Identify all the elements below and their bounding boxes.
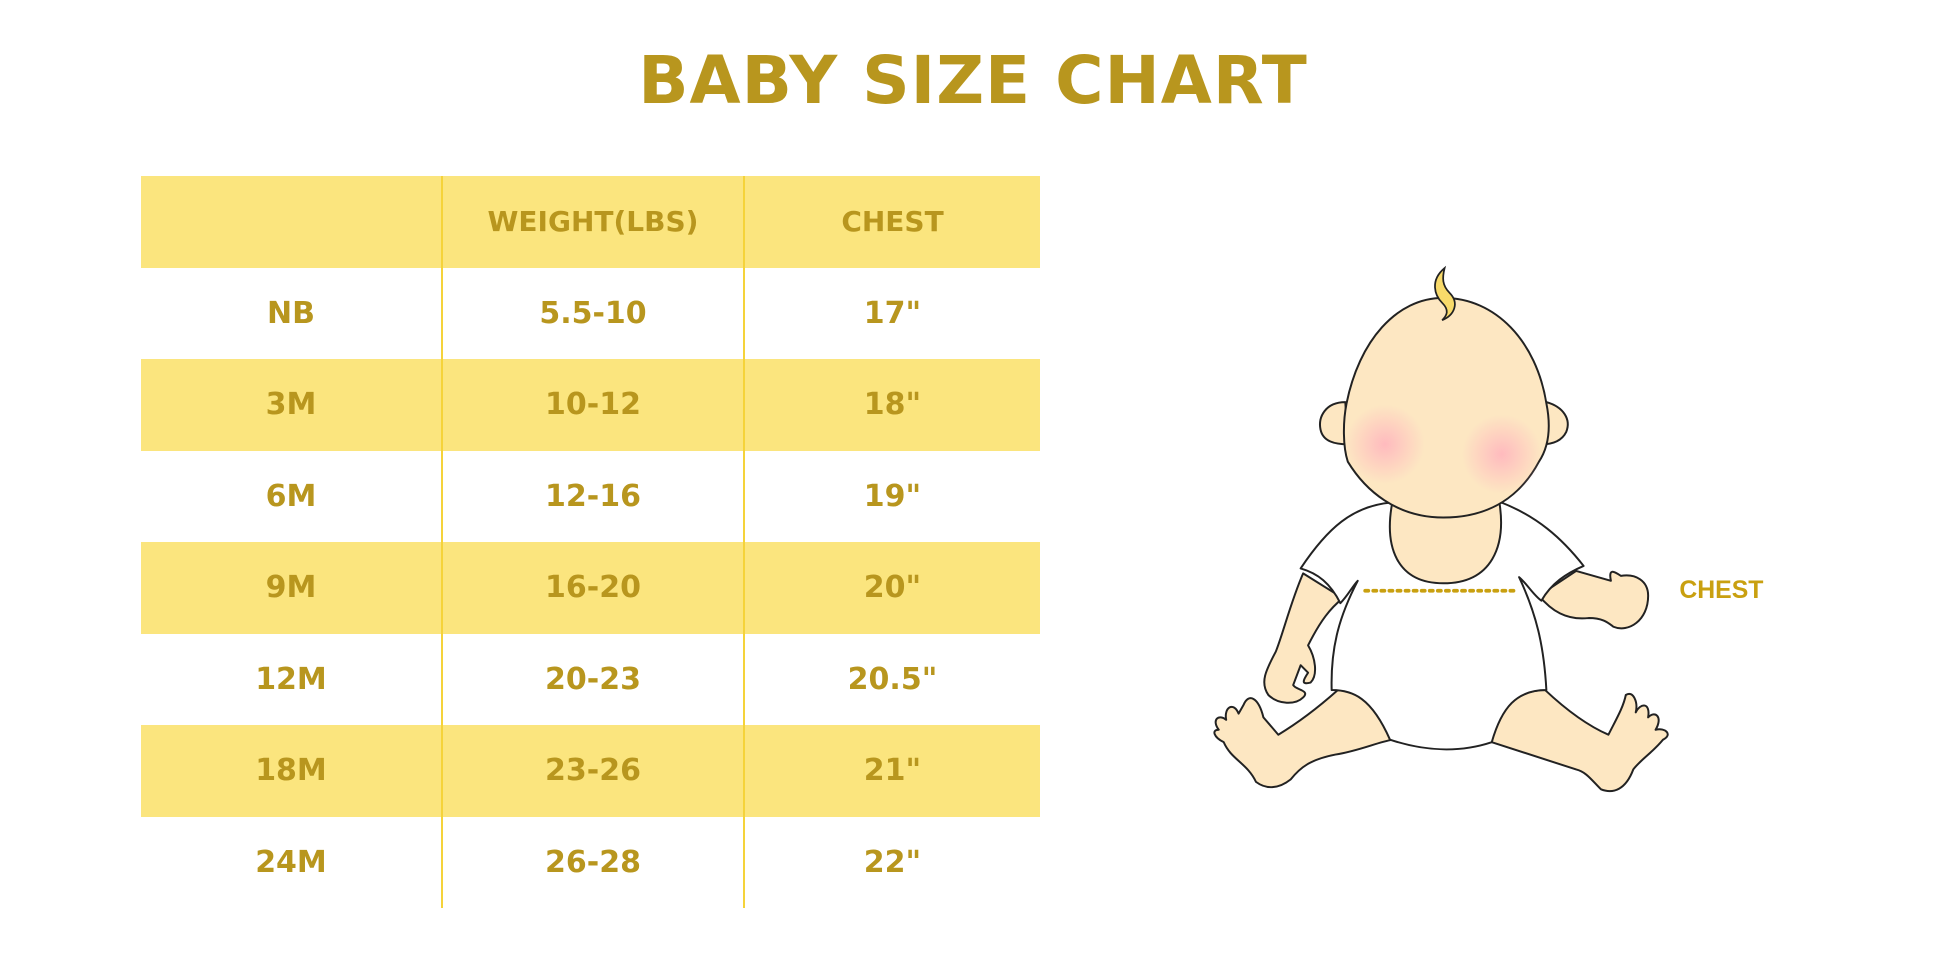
cell-weight: 26-28	[441, 816, 745, 908]
left-ear-icon	[1319, 401, 1349, 446]
left-arm	[1263, 572, 1344, 704]
left-cheek	[1345, 404, 1425, 485]
chest-label: CHEST	[1679, 577, 1763, 604]
table-row: 9M 16-20 20"	[141, 542, 1040, 634]
cell-chest: 20.5"	[847, 661, 938, 697]
neck	[1388, 500, 1503, 585]
cell-size: 12M	[255, 661, 327, 697]
cell-chest: 17"	[863, 295, 922, 331]
cell-size: 3M	[265, 387, 317, 423]
cell-chest: 21"	[863, 753, 922, 789]
cell-weight: 10-12	[441, 359, 745, 451]
table-row: 3M 10-12 18"	[141, 359, 1040, 451]
cell-weight: 16-20	[441, 542, 745, 634]
cell-weight: 12-16	[441, 450, 745, 542]
hair-tuft	[1434, 265, 1456, 322]
right-arm	[1537, 569, 1650, 630]
cell-size: 6M	[265, 478, 317, 514]
onesie	[1299, 501, 1585, 751]
size-table: WEIGHT(LBS) CHEST NB 5.5-10 17" 3M 10-12 18" 6…	[141, 176, 1040, 908]
table-row: 6M 12-16 19"	[141, 450, 1040, 542]
table-row: 24M 26-28 22"	[141, 816, 1040, 908]
cell-chest: 20"	[863, 570, 922, 606]
cell-weight: 23-26	[441, 725, 745, 817]
cell-chest: 19"	[863, 478, 922, 514]
page-title: BABY SIZE CHART	[638, 42, 1308, 119]
table-row: NB 5.5-10 17"	[141, 267, 1040, 359]
cell-size: 9M	[265, 570, 317, 606]
left-leg	[1213, 689, 1394, 789]
right-leg	[1490, 689, 1669, 793]
table-row: 18M 23-26 21"	[141, 725, 1040, 817]
cell-chest: 18"	[863, 387, 922, 423]
cell-size: 24M	[255, 844, 327, 880]
cell-size: 18M	[255, 753, 327, 789]
right-cheek	[1461, 414, 1542, 494]
table-row: 12M 20-23 20.5"	[141, 633, 1040, 725]
header-chest: CHEST	[841, 205, 944, 239]
cell-size: NB	[267, 295, 315, 331]
cell-weight: 5.5-10	[441, 267, 745, 359]
cell-weight: 20-23	[441, 633, 745, 725]
cell-chest: 22"	[863, 844, 922, 880]
header-weight: WEIGHT(LBS)	[441, 176, 745, 268]
table-header-row: WEIGHT(LBS) CHEST	[141, 176, 1040, 268]
